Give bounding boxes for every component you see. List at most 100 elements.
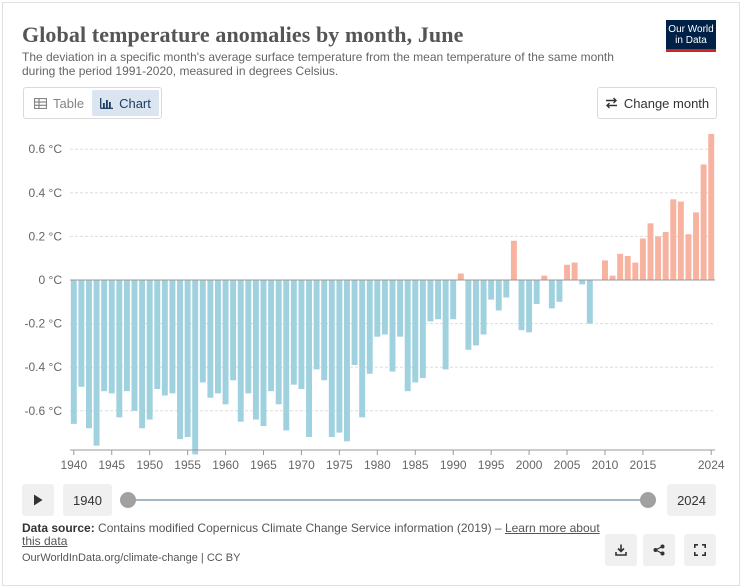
bar-1953[interactable]	[169, 280, 176, 394]
bar-2022[interactable]	[693, 212, 699, 280]
bar-1966[interactable]	[268, 280, 275, 392]
tab-table[interactable]: Table	[26, 90, 92, 116]
bar-2002[interactable]	[541, 275, 548, 280]
bar-2017[interactable]	[655, 236, 662, 280]
bar-1983[interactable]	[397, 280, 404, 337]
bar-1978[interactable]	[359, 280, 366, 418]
bar-1993[interactable]	[473, 280, 479, 346]
bar-1971[interactable]	[306, 280, 312, 437]
bar-1999[interactable]	[518, 280, 525, 331]
bar-1968[interactable]	[283, 280, 290, 431]
bar-1941[interactable]	[78, 280, 85, 387]
download-button[interactable]	[605, 534, 637, 566]
bar-2013[interactable]	[624, 256, 631, 280]
bar-1989[interactable]	[442, 280, 449, 370]
bar-2005[interactable]	[564, 264, 570, 280]
bar-1965[interactable]	[260, 280, 267, 427]
timeline-end-year[interactable]: 2024	[667, 484, 716, 516]
bar-2004[interactable]	[556, 280, 563, 302]
timeline-track[interactable]	[126, 499, 648, 501]
bar-1946[interactable]	[116, 280, 123, 418]
timeline-start-year[interactable]: 1940	[63, 484, 112, 516]
bar-1954[interactable]	[177, 280, 183, 440]
bar-1986[interactable]	[419, 280, 426, 379]
bar-1977[interactable]	[351, 280, 358, 366]
bar-1974[interactable]	[328, 280, 335, 437]
bar-1960[interactable]	[222, 280, 229, 405]
share-button[interactable]	[643, 534, 675, 566]
bar-2007[interactable]	[579, 280, 586, 285]
bar-1942[interactable]	[86, 280, 92, 429]
owid-url[interactable]: OurWorldInData.org/climate-change | CC B…	[22, 552, 241, 564]
bar-1980[interactable]	[374, 280, 381, 337]
bar-2016[interactable]	[647, 223, 654, 280]
bar-2020[interactable]	[677, 201, 684, 280]
bar-1990[interactable]	[450, 280, 457, 320]
bar-1982[interactable]	[389, 280, 396, 372]
bar-1969[interactable]	[290, 280, 297, 385]
bar-1985[interactable]	[412, 280, 419, 383]
bar-1959[interactable]	[215, 280, 221, 394]
x-tick-label: 1940	[60, 458, 87, 472]
bar-2011[interactable]	[609, 275, 616, 280]
bar-2019[interactable]	[670, 199, 677, 280]
bar-1997[interactable]	[503, 280, 510, 298]
fullscreen-button[interactable]	[684, 534, 716, 566]
bar-1949[interactable]	[139, 280, 146, 429]
bar-2010[interactable]	[602, 260, 608, 280]
bar-2006[interactable]	[571, 262, 578, 280]
bar-2021[interactable]	[685, 234, 692, 280]
change-month-button[interactable]: Change month	[597, 87, 717, 119]
learn-more-link[interactable]: Learn more about this data	[22, 521, 600, 548]
bar-1998[interactable]	[510, 240, 517, 280]
play-button[interactable]	[22, 484, 54, 516]
bar-1984[interactable]	[404, 280, 411, 392]
owid-logo[interactable]: Our World in Data	[666, 20, 716, 52]
bar-1991[interactable]	[457, 273, 464, 280]
bar-1956[interactable]	[192, 280, 199, 455]
bar-1951[interactable]	[154, 280, 161, 389]
bar-1987[interactable]	[427, 280, 434, 322]
bar-1963[interactable]	[245, 280, 252, 394]
bar-2023[interactable]	[700, 164, 707, 280]
bar-1992[interactable]	[465, 280, 472, 350]
bar-1995[interactable]	[488, 280, 495, 300]
bar-1979[interactable]	[366, 280, 373, 374]
bar-1975[interactable]	[336, 280, 343, 433]
bar-1940[interactable]	[70, 280, 77, 424]
bar-1976[interactable]	[344, 280, 350, 442]
timeline-end-handle[interactable]	[640, 492, 656, 508]
timeline-start-handle[interactable]	[120, 492, 136, 508]
bar-1950[interactable]	[146, 280, 153, 420]
bar-1973[interactable]	[321, 280, 328, 381]
bar-1988[interactable]	[435, 280, 441, 320]
bar-2015[interactable]	[639, 238, 646, 280]
bar-1944[interactable]	[101, 280, 108, 392]
bar-1962[interactable]	[237, 280, 244, 422]
bar-1947[interactable]	[123, 280, 130, 392]
bar-2000[interactable]	[526, 280, 533, 333]
bar-2014[interactable]	[632, 262, 639, 280]
bar-2024[interactable]	[708, 133, 715, 280]
bar-1970[interactable]	[298, 280, 305, 389]
bar-1996[interactable]	[495, 280, 502, 311]
bar-1958[interactable]	[207, 280, 214, 398]
bar-1972[interactable]	[313, 280, 320, 370]
tab-chart[interactable]: Chart	[92, 90, 159, 116]
bar-1952[interactable]	[161, 280, 168, 396]
bar-2003[interactable]	[548, 280, 555, 309]
bar-1955[interactable]	[184, 280, 191, 437]
bar-2018[interactable]	[662, 232, 669, 280]
bar-1964[interactable]	[252, 280, 259, 420]
bar-1994[interactable]	[480, 280, 487, 335]
bar-2001[interactable]	[533, 280, 540, 304]
bar-1945[interactable]	[108, 280, 115, 394]
bar-1967[interactable]	[275, 280, 282, 405]
bar-1943[interactable]	[93, 280, 100, 446]
bar-1948[interactable]	[131, 280, 138, 411]
bar-1961[interactable]	[230, 280, 237, 381]
bar-1981[interactable]	[381, 280, 388, 335]
bar-1957[interactable]	[199, 280, 206, 383]
bar-2012[interactable]	[617, 253, 624, 280]
bar-2008[interactable]	[586, 280, 593, 324]
